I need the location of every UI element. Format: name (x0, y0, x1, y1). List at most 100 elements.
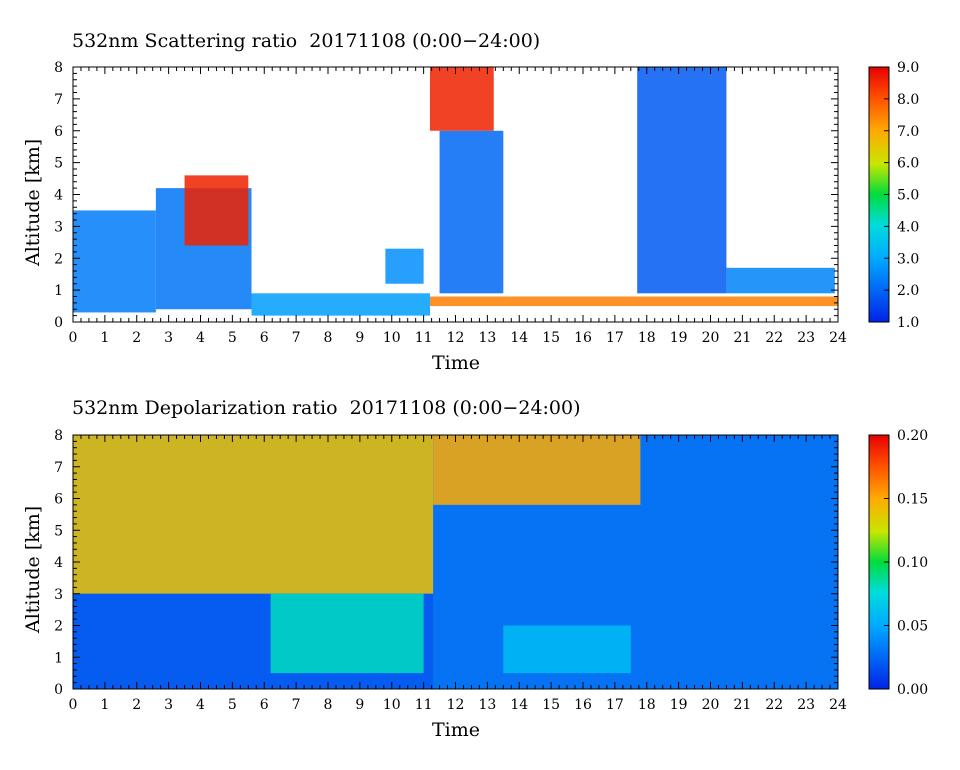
x-tick-label: 6 (260, 330, 269, 346)
y-tick-label: 2 (54, 619, 63, 635)
x-tick-label: 11 (415, 330, 433, 346)
x-tick-label: 1 (100, 330, 109, 346)
heatmap-region (184, 175, 249, 246)
x-tick-label: 14 (510, 330, 528, 346)
heatmap-region (637, 67, 727, 294)
x-tick-label: 10 (383, 697, 401, 713)
x-tick-label: 15 (542, 697, 560, 713)
y-tick-label: 5 (54, 523, 63, 539)
colorbar-tick-label: 4.0 (897, 219, 919, 235)
colorbar-tick-label: 8.0 (897, 92, 919, 108)
x-tick-label: 24 (829, 330, 847, 346)
heatmap-region (73, 210, 156, 313)
x-tick-label: 22 (765, 330, 783, 346)
y-tick-label: 8 (54, 60, 63, 76)
x-tick-label: 2 (132, 697, 141, 713)
x-tick-label: 16 (574, 697, 592, 713)
x-tick-label: 0 (69, 697, 78, 713)
y-tick-label: 1 (54, 283, 63, 299)
y-tick-label: 4 (54, 555, 63, 571)
colorbar-tick-label: 7.0 (897, 124, 919, 140)
x-tick-label: 23 (797, 697, 815, 713)
colorbar-tick-label: 2.0 (897, 283, 919, 299)
x-tick-label: 18 (638, 330, 656, 346)
x-tick-label: 13 (478, 330, 496, 346)
x-tick-label: 7 (292, 697, 301, 713)
x-tick-label: 3 (164, 330, 173, 346)
heatmap-region (73, 435, 434, 594)
x-tick-label: 22 (765, 697, 783, 713)
x-tick-label: 18 (638, 697, 656, 713)
y-tick-label: 4 (54, 188, 63, 204)
x-tick-label: 20 (702, 330, 720, 346)
x-tick-label: 13 (478, 697, 496, 713)
y-tick-label: 8 (54, 428, 63, 444)
x-tick-label: 0 (69, 330, 78, 346)
colorbar-tick-label: 9.0 (897, 60, 919, 76)
heatmap-region (726, 267, 835, 294)
x-tick-label: 4 (196, 697, 205, 713)
heatmap-region (270, 593, 424, 674)
heatmap-region (251, 293, 430, 316)
colorbar-tick-label: 1.0 (897, 315, 919, 331)
x-tick-label: 12 (447, 697, 465, 713)
x-tick-label: 14 (510, 697, 528, 713)
x-tick-label: 21 (733, 330, 751, 346)
x-axis-label-scattering: Time (432, 352, 481, 374)
x-tick-label: 8 (324, 697, 333, 713)
heatmap-region (430, 67, 494, 131)
x-tick-label: 24 (829, 697, 847, 713)
heatmap-region (430, 296, 838, 307)
x-tick-label: 9 (355, 330, 364, 346)
x-tick-label: 11 (415, 697, 433, 713)
heatmap-panel-0: 0 1 2 3 4 5 6 7 8 9 10 11 12 13 14 15 16 17 18 19 20 21 22 23 24… (54, 60, 847, 346)
x-tick-label: 4 (196, 330, 205, 346)
x-tick-label: 12 (447, 330, 465, 346)
x-axis-label-depolarization: Time (432, 719, 481, 741)
x-tick-label: 1 (100, 697, 109, 713)
y-tick-label: 7 (54, 460, 63, 476)
y-tick-label: 7 (54, 92, 63, 108)
x-tick-label: 2 (132, 330, 141, 346)
colorbar-tick-label: 0.10 (897, 555, 928, 571)
y-tick-label: 3 (54, 587, 63, 603)
chart-title-depolarization: 532nm Depolarization ratio 20171108 (0:0… (72, 397, 581, 419)
y-tick-label: 2 (54, 251, 63, 267)
colorbar-tick-label: 6.0 (897, 156, 919, 172)
y-tick-label: 1 (54, 650, 63, 666)
x-tick-label: 17 (606, 330, 624, 346)
x-tick-label: 19 (670, 697, 688, 713)
heatmap-region (503, 625, 631, 674)
x-tick-label: 5 (228, 330, 237, 346)
x-tick-label: 5 (228, 697, 237, 713)
heatmap-panel-1: 0 1 2 3 4 5 6 7 8 9 10 11 12 13 14 15 16 17 18 19 20 21 22 23 24… (54, 428, 847, 713)
x-tick-label: 23 (797, 330, 815, 346)
x-tick-label: 3 (164, 697, 173, 713)
colorbar-tick-label: 0.20 (897, 428, 928, 444)
x-tick-label: 15 (542, 330, 560, 346)
y-tick-label: 6 (54, 492, 63, 508)
x-tick-label: 20 (702, 697, 720, 713)
colorbar-tick-label: 0.00 (897, 682, 928, 698)
x-tick-label: 19 (670, 330, 688, 346)
y-tick-label: 3 (54, 219, 63, 235)
x-tick-label: 17 (606, 697, 624, 713)
heatmap-region (385, 248, 424, 284)
x-tick-label: 16 (574, 330, 592, 346)
heatmap-region (439, 130, 504, 294)
colorbar-tick-label: 0.15 (897, 492, 928, 508)
x-tick-label: 21 (733, 697, 751, 713)
x-tick-label: 8 (324, 330, 333, 346)
x-tick-label: 7 (292, 330, 301, 346)
y-tick-label: 0 (54, 682, 63, 698)
x-tick-label: 9 (355, 697, 364, 713)
y-tick-label: 5 (54, 156, 63, 172)
y-tick-label: 0 (54, 315, 63, 331)
heatmap-region (433, 435, 641, 505)
colorbar-tick-label: 0.05 (897, 619, 928, 635)
chart-title-scattering: 532nm Scattering ratio 20171108 (0:00−24… (72, 30, 541, 52)
colorbar-tick-label: 5.0 (897, 188, 919, 204)
x-tick-label: 6 (260, 697, 269, 713)
colorbar: 1.0 2.0 3.0 4.0 5.0 6.0 7.0 8.0 9.0 (868, 60, 919, 331)
